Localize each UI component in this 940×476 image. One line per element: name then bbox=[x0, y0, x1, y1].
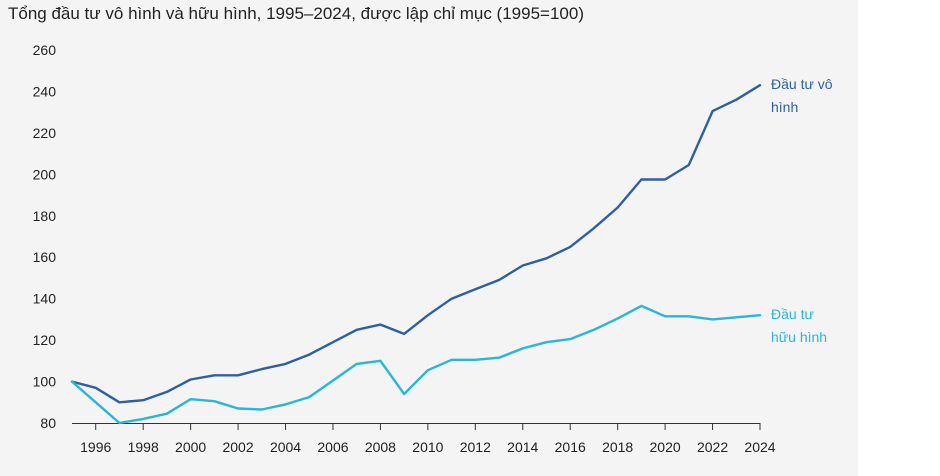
x-tick-label: 2020 bbox=[650, 439, 681, 455]
x-tick-label: 2024 bbox=[744, 439, 775, 455]
x-tick-label: 2012 bbox=[460, 439, 491, 455]
y-tick-label: 260 bbox=[33, 42, 57, 58]
y-tick-label: 200 bbox=[33, 166, 57, 182]
y-tick-label: 120 bbox=[33, 332, 57, 348]
x-tick-label: 2000 bbox=[175, 439, 206, 455]
series-line-1 bbox=[70, 83, 762, 404]
chart-panel bbox=[0, 0, 858, 476]
x-tick-label: 2010 bbox=[412, 439, 443, 455]
y-tick-label: 160 bbox=[33, 249, 57, 265]
y-tick-label: 100 bbox=[33, 374, 57, 390]
series-label-1: Đầu tư vô hình bbox=[771, 76, 833, 115]
x-tick-label: 2002 bbox=[222, 439, 253, 455]
y-tick-label: 180 bbox=[33, 208, 57, 224]
y-tick-label: 220 bbox=[33, 125, 57, 141]
x-tick-label: 2018 bbox=[602, 439, 633, 455]
series-label-2: Đầu tư hữu hình bbox=[771, 306, 827, 345]
y-tick-label: 140 bbox=[33, 291, 57, 307]
x-tick-label: 1998 bbox=[128, 439, 159, 455]
x-tick-label: 2008 bbox=[365, 439, 396, 455]
series-line-2 bbox=[70, 304, 762, 425]
x-tick-label: 2014 bbox=[507, 439, 538, 455]
x-tick-label: 2004 bbox=[270, 439, 301, 455]
x-tick-label: 2022 bbox=[697, 439, 728, 455]
y-tick-label: 80 bbox=[40, 415, 56, 431]
x-tick-label: 2006 bbox=[317, 439, 348, 455]
chart-title: Tổng đầu tư vô hình và hữu hình, 1995–20… bbox=[8, 4, 584, 23]
x-tick-label: 1996 bbox=[80, 439, 111, 455]
x-tick-label: 2016 bbox=[555, 439, 586, 455]
y-tick-label: 240 bbox=[33, 83, 57, 99]
